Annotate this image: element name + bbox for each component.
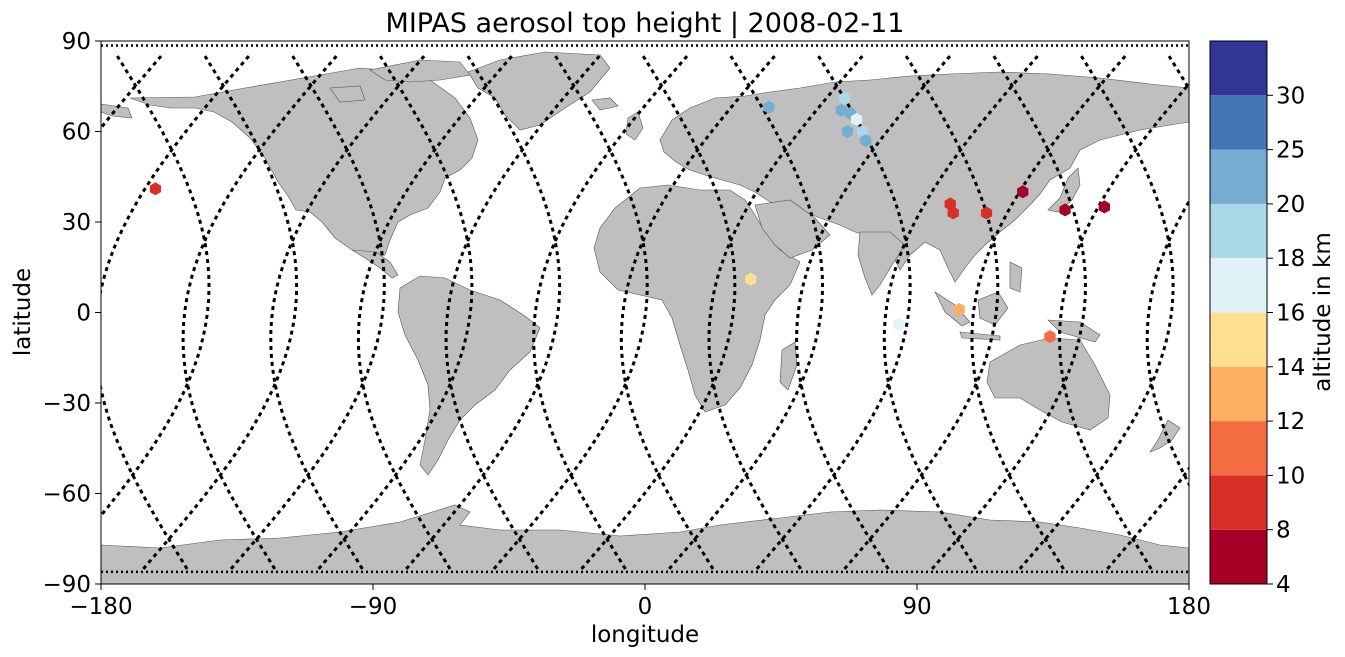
aerosol-point: [745, 272, 757, 286]
colorbar-segment: [1210, 95, 1267, 150]
land-africa: [593, 184, 801, 413]
aerosol-point: [1044, 330, 1056, 344]
aerosol-point: [947, 206, 959, 220]
orbit-track: [795, 55, 952, 570]
x-tick-label: −180: [69, 594, 132, 620]
land-india: [857, 231, 906, 296]
aerosol-point: [838, 91, 851, 105]
y-axis: −90 −60 −30 0 30 60 90: [42, 29, 101, 598]
x-tick-label: 90: [902, 594, 931, 620]
orbit-track: [580, 55, 737, 570]
aerosol-point: [980, 206, 993, 220]
colorbar-tick-label: 25: [1276, 138, 1305, 164]
colorbar-tick-label: 18: [1276, 246, 1305, 272]
land-iceland: [591, 97, 619, 111]
colorbar: 4 8 10 12 14 16 18 20 25 30: [1209, 40, 1305, 598]
colorbar-tick-label: 8: [1276, 518, 1291, 544]
land-philippines: [1009, 261, 1023, 293]
orbit-track: [970, 55, 1127, 570]
aerosol-point: [893, 318, 905, 332]
colorbar-segment: [1210, 149, 1267, 204]
land-masses: [101, 51, 1189, 584]
x-tick-label: −90: [349, 594, 398, 620]
chart-title: MIPAS aerosol top height | 2008-02-11: [386, 8, 905, 39]
aerosol-point: [835, 103, 848, 117]
land-sumatra: [934, 291, 971, 327]
aerosol-point: [860, 134, 872, 148]
aerosol-point: [1059, 203, 1071, 217]
orbit-track: [405, 55, 562, 570]
orbit-track: [101, 55, 211, 518]
colorbar-segment: [1210, 529, 1267, 584]
orbit-track: [843, 55, 1000, 570]
colorbar-label: altitude in km: [1310, 232, 1336, 392]
colorbar-tick-label: 16: [1276, 301, 1305, 327]
aerosol-point: [149, 182, 161, 196]
land-alaska-tip: [101, 103, 133, 119]
colorbar-tick-label: 4: [1276, 572, 1291, 598]
x-axis: −180 −90 0 90 180: [69, 584, 1211, 620]
colorbar-tick-label: 30: [1276, 83, 1305, 109]
x-tick-label: 0: [638, 594, 653, 620]
colorbar-tick-label: 12: [1276, 409, 1305, 435]
land-borneo: [977, 291, 1009, 326]
orbit-track: [317, 55, 474, 570]
orbit-track: [142, 55, 299, 570]
orbit-track: [1018, 55, 1175, 570]
land-madagascar: [779, 341, 798, 391]
land-arabia: [754, 199, 831, 259]
colorbar-segment: [1210, 421, 1267, 476]
x-tick-label: 180: [1167, 594, 1211, 620]
land-new-zealand: [1149, 419, 1181, 453]
colorbar-segment: [1210, 366, 1267, 422]
colorbar-tick-label: 14: [1276, 355, 1305, 381]
orbit-track: [492, 55, 649, 570]
land-java: [959, 331, 1001, 341]
aerosol-point: [763, 100, 775, 114]
orbit-track: [532, 55, 689, 570]
y-tick-label: −30: [42, 391, 91, 417]
map-area: [101, 41, 1189, 584]
land-antarctica: [101, 504, 1189, 584]
orbit-track: [444, 55, 601, 570]
y-tick-label: 90: [62, 29, 91, 55]
orbit-track: [269, 55, 426, 570]
y-tick-label: 30: [62, 210, 91, 236]
measurement-points: [149, 91, 1110, 344]
aerosol-point: [841, 125, 854, 138]
orbit-track: [1058, 81, 1189, 570]
orbit-track: [229, 55, 386, 570]
x-axis-label: longitude: [591, 622, 699, 648]
y-tick-label: 60: [62, 120, 91, 146]
colorbar-segment: [1210, 203, 1267, 259]
aerosol-point: [953, 303, 965, 316]
aerosol-point: [1098, 200, 1110, 214]
y-tick-label: −90: [42, 572, 91, 598]
colorbar-segment: [1210, 41, 1267, 96]
y-axis-label: latitude: [10, 268, 36, 356]
orbit-track: [668, 55, 824, 570]
orbit-track: [930, 55, 1087, 570]
colorbar-tick-label: 20: [1276, 192, 1305, 218]
y-tick-label: 0: [76, 301, 91, 327]
colorbar-segment: [1210, 312, 1267, 367]
y-tick-label: −60: [42, 482, 91, 508]
orbit-track: [882, 55, 1039, 570]
colorbar-segment: [1210, 475, 1267, 530]
colorbar-tick-label: 10: [1276, 463, 1305, 489]
land-central-america: [351, 249, 399, 279]
orbit-track: [101, 55, 250, 570]
orbit-track: [356, 55, 513, 570]
orbit-track: [619, 55, 776, 570]
orbit-track: [707, 55, 864, 570]
aerosol-point: [850, 112, 863, 126]
orbit-track: [181, 55, 338, 570]
land-uk: [625, 111, 644, 141]
colorbar-segment: [1210, 258, 1267, 313]
land-arctic-islands: [329, 59, 471, 103]
aerosol-point: [1017, 185, 1029, 199]
